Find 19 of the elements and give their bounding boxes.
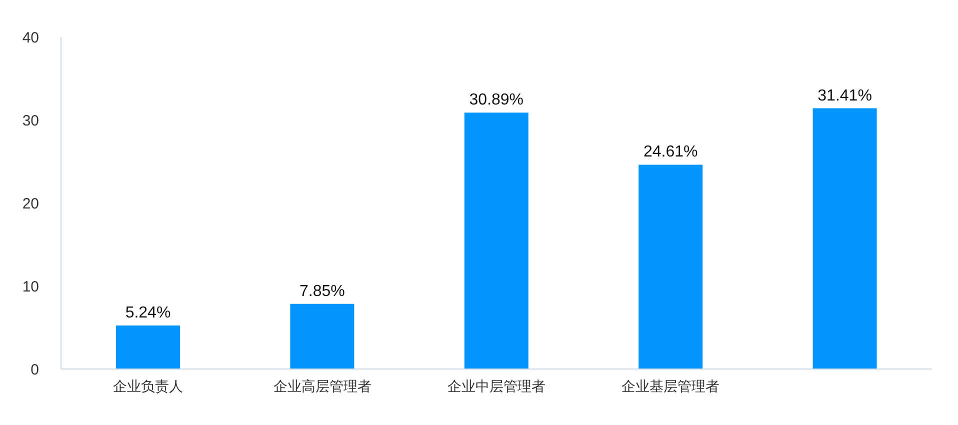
y-tick-label: 40: [22, 29, 39, 46]
bar: [812, 108, 877, 369]
bar: [464, 112, 528, 369]
y-tick-label: 10: [22, 278, 39, 296]
data-label: 7.85%: [300, 282, 345, 300]
x-tick-label: 企业高层管理者: [273, 378, 372, 394]
y-tick-label: 30: [22, 112, 39, 130]
y-tick-label: 20: [22, 195, 39, 212]
data-label: 24.61%: [643, 144, 698, 161]
data-label: 5.24%: [125, 304, 171, 322]
bar: [116, 326, 180, 369]
data-label: 31.41%: [818, 87, 872, 104]
bar: [638, 164, 703, 369]
y-tick-label: 0: [30, 361, 39, 378]
x-tick-label: 企业负责人: [113, 378, 184, 394]
data-label: 30.89%: [469, 92, 524, 109]
x-tick-label: 企业中层管理者: [448, 378, 546, 394]
x-tick-label: 企业基层管理者: [622, 378, 720, 394]
bar: [290, 304, 354, 369]
